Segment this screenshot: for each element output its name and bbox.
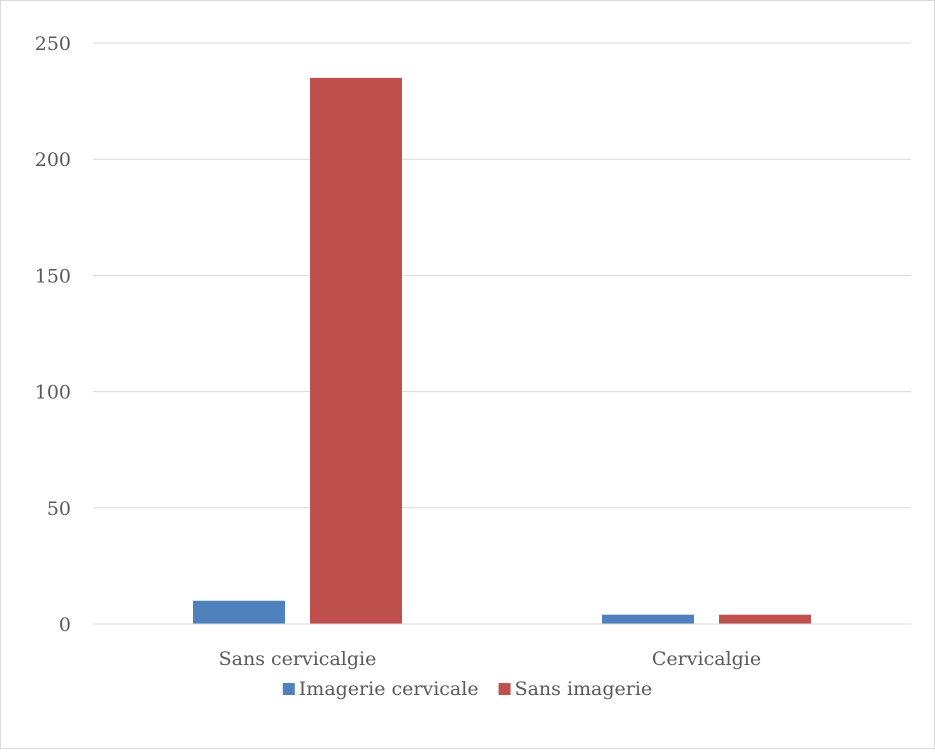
bar-sans-imagerie [310,77,402,625]
y-tick-label: 150 [35,265,71,287]
legend-label: Imagerie cervicale [299,678,479,700]
legend-swatch [282,683,295,695]
x-tick-label: Cervicalgie [652,648,761,670]
gridlines [93,42,911,509]
x-tick-label: Sans cervicalgie [219,648,377,670]
y-axis-ticks: 0 50 100 150 200 250 [35,33,71,636]
y-tick-label: 250 [35,33,71,55]
y-tick-label: 200 [35,149,71,171]
bar-imagerie-cervicale [602,614,694,624]
y-tick-label: 0 [59,614,71,636]
y-tick-label: 50 [47,498,71,520]
legend: Imagerie cervicale Sans imagerie [282,678,653,700]
bar-imagerie-cervicale [193,600,285,624]
bar-sans-imagerie [719,614,811,624]
y-tick-label: 100 [35,382,71,404]
legend-label: Sans imagerie [515,678,653,700]
x-axis-ticks: Sans cervicalgie Cervicalgie [219,648,761,670]
bars [193,77,811,625]
legend-swatch [498,683,511,695]
